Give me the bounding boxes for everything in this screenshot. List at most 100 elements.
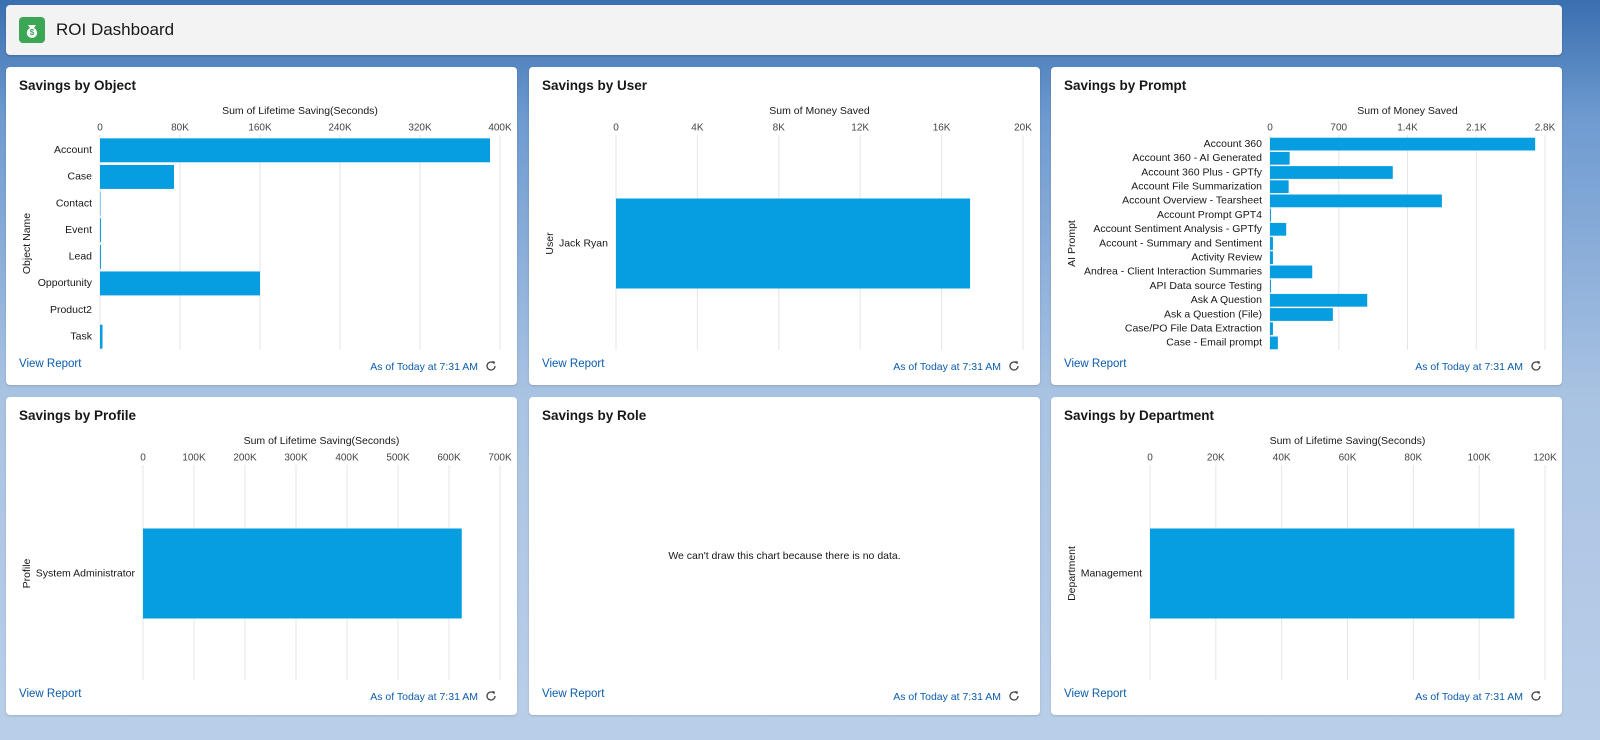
x-tick-label: 0 [140,453,146,464]
y-axis-label: Department [1066,546,1078,601]
x-tick-label: 160K [248,123,272,134]
widget-title: Savings by Role [542,408,647,423]
category-label: Task [70,330,92,342]
x-tick-label: 60K [1339,453,1357,464]
svg-text:$: $ [30,28,35,37]
category-label: Account Prompt GPT4 [1157,209,1262,221]
x-tick-label: 0 [1147,453,1153,464]
category-label: Account Overview - Tearsheet [1122,195,1262,207]
widget-title: Savings by Prompt [1064,78,1187,93]
view-report-link[interactable]: View Report [1064,358,1127,370]
bar [1270,208,1271,222]
last-updated: As of Today at 7:31 AM [370,361,478,373]
x-axis-label: Sum of Lifetime Saving(Seconds) [244,435,400,447]
bar [1150,528,1515,619]
refresh-button[interactable] [1530,360,1542,372]
bar [100,244,101,269]
chart: Sum of Money Saved 0 4K 8K 12K 16K 20K User Jack… [544,105,1032,350]
no-data-message: We can't draw this chart because there i… [668,550,900,562]
x-tick-label: 80K [171,123,189,134]
x-tick-label: 120K [1533,453,1557,464]
refresh-icon [1009,361,1019,371]
category-label: API Data source Testing [1150,280,1263,292]
x-tick-label: 0 [97,123,103,134]
refresh-arrow [1537,361,1540,365]
category-label: Product2 [50,304,92,316]
refresh-icon [486,361,496,371]
x-tick-label: 400K [488,123,512,134]
bar [100,164,174,189]
app-icon: $ [19,17,45,43]
dashboard-title: ROI Dashboard [56,20,175,39]
bar [1270,251,1273,265]
view-report-link[interactable]: View Report [1064,688,1127,700]
view-report-link[interactable]: View Report [542,358,605,370]
widget-panel: Sum of Lifetime Saving(Seconds) 0 80K 160K 2… [6,67,517,385]
bar [1270,194,1442,208]
refresh-arrow [492,691,495,695]
x-tick-label: 500K [386,453,410,464]
category-label: Account - Summary and Sentiment [1099,237,1262,249]
x-tick-label: 12K [851,123,869,134]
bar [1270,265,1313,279]
refresh-icon [1009,691,1019,701]
category-label: Ask A Question [1191,294,1262,306]
chart: Sum of Lifetime Saving(Seconds) 0 100K 200K… [21,435,512,680]
widget-title: Savings by Object [19,78,137,93]
category-label: System Administrator [36,567,136,579]
y-axis-label: User [544,232,556,255]
bar [100,218,101,243]
refresh-arrow [492,361,495,365]
bar [1270,166,1393,179]
refresh-button[interactable] [485,360,497,372]
x-axis-label: Sum of Lifetime Saving(Seconds) [1270,435,1426,447]
category-label: Andrea - Client Interaction Summaries [1084,266,1262,278]
x-tick-label: 400K [335,453,359,464]
x-tick-label: 700 [1330,123,1347,134]
refresh-button[interactable] [1008,690,1020,702]
widget-panel: Sum of Lifetime Saving(Seconds) 0 100K 200K… [6,397,517,715]
x-tick-label: 16K [933,123,951,134]
refresh-arrow [1015,361,1018,365]
bar [1270,336,1278,350]
category-label: Contact [56,197,92,209]
view-report-link[interactable]: View Report [19,688,82,700]
category-label: Ask a Question (File) [1164,308,1262,320]
chart: Sum of Money Saved 0 700 1.4K 2.1K 2.8K AI Pro… [1066,105,1556,350]
x-tick-label: 40K [1273,453,1291,464]
bar [1270,222,1287,236]
refresh-button[interactable] [485,690,497,702]
x-tick-label: 2.1K [1466,123,1487,134]
bar [1270,322,1273,336]
x-tick-label: 320K [408,123,432,134]
widget-panel: We can't draw this chart because there i… [529,397,1040,715]
last-updated: As of Today at 7:31 AM [1415,361,1523,373]
last-updated: As of Today at 7:31 AM [893,691,1001,703]
refresh-icon [486,691,496,701]
refresh-button[interactable] [1530,690,1542,702]
refresh-button[interactable] [1008,360,1020,372]
x-axis-label: Sum of Lifetime Saving(Seconds) [222,105,378,117]
refresh-icon [1531,361,1541,371]
x-axis-label: Sum of Money Saved [1357,105,1458,117]
category-label: Activity Review [1191,251,1262,263]
widget-title: Savings by User [542,78,648,93]
x-axis-label: Sum of Money Saved [769,105,870,117]
widget-panel: Sum of Money Saved 0 700 1.4K 2.1K 2.8K AI Pro… [1051,67,1562,385]
y-axis-label: AI Prompt [1066,220,1078,267]
category-label: Opportunity [38,277,93,289]
last-updated: As of Today at 7:31 AM [893,361,1001,373]
view-report-link[interactable]: View Report [542,688,605,700]
x-tick-label: 200K [233,453,257,464]
x-tick-label: 600K [437,453,461,464]
refresh-icon [1531,691,1541,701]
header: $ ROI Dashboard [6,5,1562,55]
bar [1270,137,1536,151]
bar [1270,308,1333,321]
x-tick-label: 2.8K [1535,123,1556,134]
x-tick-label: 700K [488,453,512,464]
category-label: Lead [69,251,93,263]
widget-title: Savings by Profile [19,408,137,423]
chart: Sum of Lifetime Saving(Seconds) 0 20K 40K 60… [1066,435,1557,680]
view-report-link[interactable]: View Report [19,358,82,370]
